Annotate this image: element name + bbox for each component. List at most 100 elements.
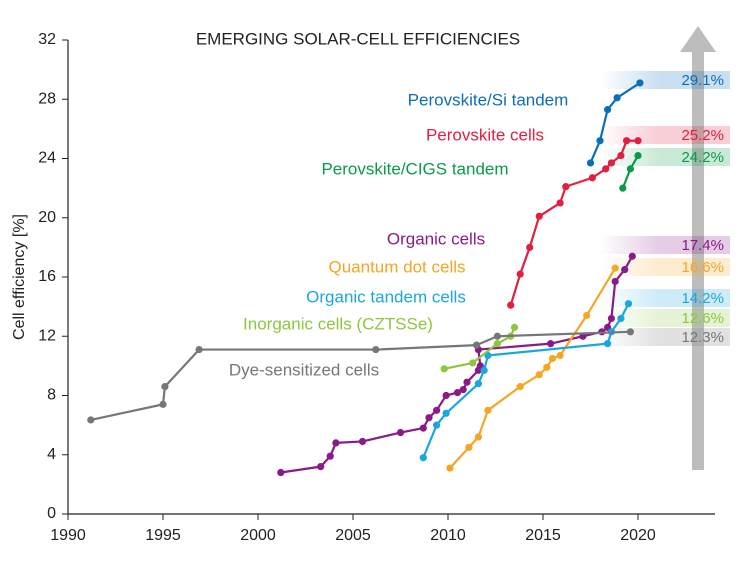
series-line [449, 267, 617, 469]
chart-title: EMERGING SOLAR-CELL EFFICIENCIES [196, 29, 520, 48]
data-point [277, 468, 285, 477]
data-point [604, 340, 612, 348]
data-point [440, 365, 448, 373]
value-label-box [600, 126, 730, 144]
series-label: Dye-sensitized cells [229, 360, 379, 379]
data-point [619, 184, 627, 192]
y-tick-label: 8 [47, 387, 56, 404]
data-point [556, 199, 564, 207]
data-point [159, 400, 167, 408]
series-label: Perovskite/Si tandem [408, 90, 569, 109]
series-line [422, 303, 630, 459]
data-point [474, 433, 482, 441]
x-tick-label: 2010 [430, 527, 466, 544]
data-point [419, 424, 427, 432]
series-label: Inorganic cells (CZTSSe) [243, 314, 433, 333]
data-point [419, 454, 427, 462]
data-point [433, 421, 441, 429]
series-label: Quantum dot cells [328, 257, 465, 276]
data-point [474, 380, 482, 388]
data-point [624, 300, 633, 308]
data-point [611, 264, 619, 272]
data-point [583, 311, 591, 320]
data-point [548, 354, 557, 363]
data-point [547, 340, 555, 348]
value-label: 24.2% [681, 149, 724, 166]
data-point [607, 159, 616, 167]
data-point [562, 183, 570, 191]
data-point [602, 165, 610, 173]
value-label-layer: 29.1% 25.2% 24.2% 17.4% 16.6% 14.2% 12.6% 12.3% [600, 71, 730, 346]
x-tick-label: 2005 [335, 527, 371, 544]
data-point [87, 416, 95, 424]
value-label: 12.6% [681, 310, 724, 327]
value-label: 16.6% [681, 259, 724, 276]
value-label-box [600, 148, 730, 166]
series-label: Perovskite/CIGS tandem [321, 159, 508, 178]
data-point [484, 406, 492, 414]
data-point [611, 277, 619, 286]
data-point [626, 328, 635, 336]
data-point [636, 79, 644, 87]
y-tick-label: 12 [38, 327, 56, 344]
value-label-box [600, 309, 730, 327]
value-label-box [600, 71, 730, 89]
value-label: 17.4% [681, 237, 724, 254]
data-point [510, 323, 519, 331]
y-tick-label: 16 [38, 268, 56, 285]
data-point [516, 270, 524, 278]
data-point [628, 252, 636, 260]
value-label-box [600, 258, 730, 276]
data-point [607, 314, 616, 323]
y-tick-label: 24 [38, 150, 56, 167]
data-point [465, 443, 473, 451]
x-tick-label: 1995 [145, 527, 181, 544]
data-point [556, 351, 564, 360]
data-point [586, 159, 595, 167]
data-point [317, 463, 325, 471]
data-point [493, 332, 501, 340]
data-point [480, 366, 488, 374]
data-point [516, 383, 524, 391]
data-point [442, 391, 450, 400]
data-point [469, 359, 477, 367]
data-point [459, 385, 467, 394]
x-tick-label: 1990 [50, 527, 86, 544]
data-point [613, 94, 621, 102]
data-point [326, 452, 334, 460]
y-tick-label: 32 [38, 31, 56, 48]
y-tick-label: 28 [38, 90, 56, 107]
data-point [493, 340, 501, 348]
series-label: Perovskite cells [426, 125, 544, 144]
data-point [463, 378, 471, 386]
value-label: 12.3% [681, 329, 724, 346]
data-point [446, 464, 454, 472]
data-point [617, 314, 625, 323]
data-point [425, 414, 433, 422]
value-label: 25.2% [681, 127, 724, 144]
data-point [617, 151, 625, 160]
data-point [588, 174, 597, 182]
series-label: Organic tandem cells [306, 287, 466, 306]
arrow-head [680, 26, 716, 52]
data-point [358, 437, 367, 446]
x-tick-label: 2015 [525, 527, 561, 544]
data-point [442, 409, 450, 417]
y-axis-label: Cell efficiency [%] [11, 214, 28, 340]
value-label: 29.1% [681, 72, 724, 89]
data-point [453, 388, 462, 397]
data-point [543, 363, 551, 371]
data-point [195, 345, 203, 354]
series-label: Organic cells [387, 229, 485, 248]
data-point [621, 265, 629, 274]
data-point [526, 243, 534, 251]
data-point [507, 301, 515, 309]
y-tick-label: 0 [47, 505, 56, 522]
data-point [634, 151, 642, 160]
data-point [535, 371, 543, 379]
y-tick-label: 20 [38, 209, 56, 226]
y-tick-label: 4 [47, 446, 56, 463]
data-point [626, 165, 635, 173]
x-tick-label: 2020 [620, 527, 656, 544]
